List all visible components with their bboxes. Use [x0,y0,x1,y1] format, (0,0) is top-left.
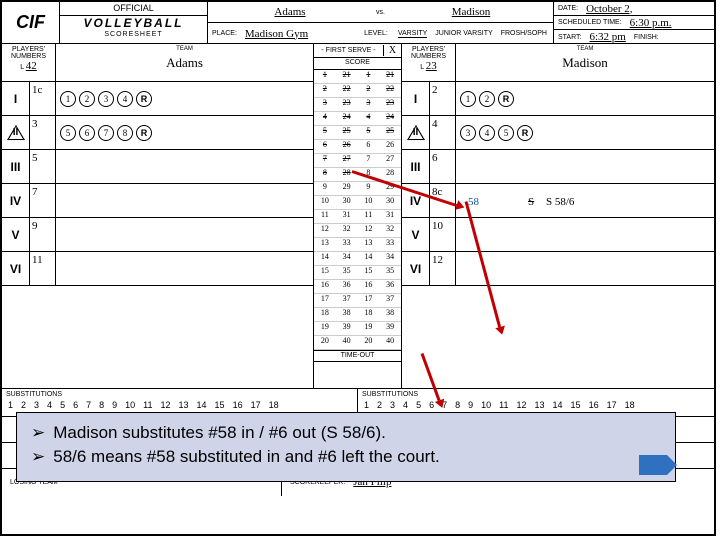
rotation-row-left-2: III5 [2,150,313,184]
first-serve-x: X [383,45,401,56]
sched-value: 6:30 p.m. [626,17,676,29]
left-team-header: PLAYERS' NUMBERS L 42 TEAM Adams [2,44,313,82]
rotation-row-left-0: I1c1234R [2,82,313,116]
right-side: PLAYERS' NUMBERS L 23 TEAM Madison I212R… [402,44,714,388]
place-label: PLACE: [208,30,241,37]
left-side: PLAYERS' NUMBERS L 42 TEAM Adams I1c1234… [2,44,314,388]
sub-note: S 58/6 [546,196,574,208]
sub-note-strike: S [528,196,534,208]
timeout-label: TIME-OUT [314,350,401,362]
rotation-row-left-4: V9 [2,218,313,252]
header: CIF OFFICIAL VOLLEYBALL SCORESHEET Adams… [2,2,714,44]
title-column: OFFICIAL VOLLEYBALL SCORESHEET [60,2,208,43]
score-column: - FIRST SERVE - X SCORE 1234567891011121… [314,44,402,388]
start-label: START: [554,34,585,41]
level-label: LEVEL: [360,30,392,37]
start-value: 6:32 pm [585,31,629,43]
right-players-numbers: PLAYERS' NUMBERS L 23 [402,44,456,81]
team-b-name: Madison [389,6,553,18]
scoresheet-label: SCORESHEET [60,30,207,42]
official-label: OFFICIAL [60,2,207,16]
sched-label: SCHEDULED TIME: [554,19,626,26]
rotation-row-right-0: I212R [402,82,714,116]
level-jv: JUNIOR VARSITY [435,30,492,38]
rotation-row-right-4: V10 [402,218,714,252]
date-label: DATE: [554,5,582,12]
vs-label: vs. [372,9,389,16]
score-label: SCORE [314,58,401,70]
team-a-name: Adams [208,6,372,18]
rotation-row-right-2: III6 [402,150,714,184]
level-varsity: VARSITY [398,30,427,38]
finish-label: FINISH: [630,34,663,41]
place-value: Madison Gym [241,28,312,40]
right-team-header: PLAYERS' NUMBERS L 23 TEAM Madison [402,44,714,82]
callout-box: Madison substitutes #58 in / #6 out (S 5… [16,412,676,482]
main-area: PLAYERS' NUMBERS L 42 TEAM Adams I1c1234… [2,44,714,388]
rotation-row-right-1: II4345R [402,116,714,150]
rotation-row-left-5: VI11 [2,252,313,286]
right-team-name: TEAM Madison [456,44,714,81]
date-value: October 2, [582,3,636,15]
cif-logo: CIF [2,2,60,43]
header-right: DATE: October 2, SCHEDULED TIME: 6:30 p.… [554,2,714,43]
left-team-name: TEAM Adams [56,44,313,81]
rotation-row-left-1: II35678R [2,116,313,150]
volleyball-title: VOLLEYBALL [60,16,207,30]
left-players-numbers: PLAYERS' NUMBERS L 42 [2,44,56,81]
rotation-row-right-5: VI12 [402,252,714,286]
next-arrow-icon[interactable] [639,455,667,475]
score-grid: 1234567891011121314151617181920212223242… [314,70,401,350]
callout-line-2: 58/6 means #58 substituted in and #6 lef… [31,447,661,467]
first-serve-label: - FIRST SERVE - [314,47,383,54]
levels: VARSITY JUNIOR VARSITY FROSH/SOPH [392,30,553,38]
level-fs: FROSH/SOPH [501,30,547,38]
callout-line-1: Madison substitutes #58 in / #6 out (S 5… [31,423,661,443]
rotation-row-left-3: IV7 [2,184,313,218]
sub-58: 58 [468,196,479,208]
header-middle: Adams vs. Madison PLACE: Madison Gym LEV… [208,2,554,43]
